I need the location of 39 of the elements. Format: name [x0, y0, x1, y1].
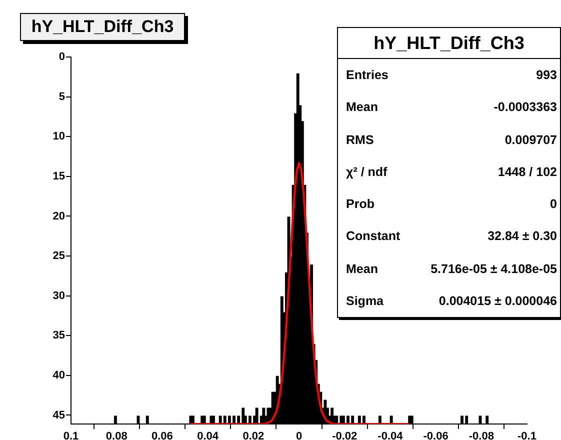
annotation: Constant: [346, 228, 400, 246]
y-tick-label: 15: [52, 170, 65, 182]
y-tick-label: 40: [52, 369, 65, 382]
y-tick-label: 25: [52, 250, 65, 262]
y-tick-label: 45: [52, 409, 65, 422]
annotation: Mean: [346, 99, 378, 116]
chart-title: hY_HLT_Diff_Ch3: [20, 13, 185, 41]
x-tick-label: -0.02: [332, 430, 358, 440]
x-tick-label: -0.08: [468, 430, 494, 440]
annotation: Sigma: [346, 293, 384, 310]
x-tick-label: 0.02: [242, 430, 264, 440]
x-tick-label: -0.06: [423, 430, 448, 440]
x-tick-label: 0.06: [151, 430, 173, 440]
annotation: 0.004015 ± 0.000046: [438, 293, 557, 310]
x-tick-label: 0.04: [197, 430, 220, 440]
x-tick-label: 0: [296, 430, 302, 440]
annotation: 5.716e-05 ± 4.108e-05: [430, 260, 557, 278]
y-tick-label: 35: [52, 330, 65, 342]
x-tick-label: -0.1: [518, 430, 536, 440]
text: hY_HLT_Diff_Ch3: [338, 28, 560, 59]
annotation: Prob: [346, 196, 374, 214]
y-tick-label: 30: [52, 290, 65, 302]
annotation: -0.0003363: [494, 99, 557, 116]
annotation: 32.84 ± 0.30: [488, 228, 557, 246]
x-tick-label: 0.08: [106, 430, 128, 440]
text: 993: [536, 67, 557, 84]
y-tick-label: 0: [58, 51, 65, 64]
annotation: Entries: [346, 67, 388, 84]
y-tick-label: 5: [58, 90, 65, 103]
annotation: Mean: [346, 260, 378, 278]
x-tick-label: -0.04: [378, 430, 404, 440]
y-tick-label: 10: [52, 130, 65, 143]
y-tick-label: 20: [52, 210, 65, 222]
annotation: 1448 / 102: [498, 164, 557, 181]
annotation: RMS: [346, 132, 374, 149]
annotation: χ² / ndf: [346, 164, 388, 181]
x-tick-label: 0.1: [63, 430, 79, 440]
text: 0: [550, 196, 557, 214]
annotation: 0.009707: [504, 132, 557, 149]
